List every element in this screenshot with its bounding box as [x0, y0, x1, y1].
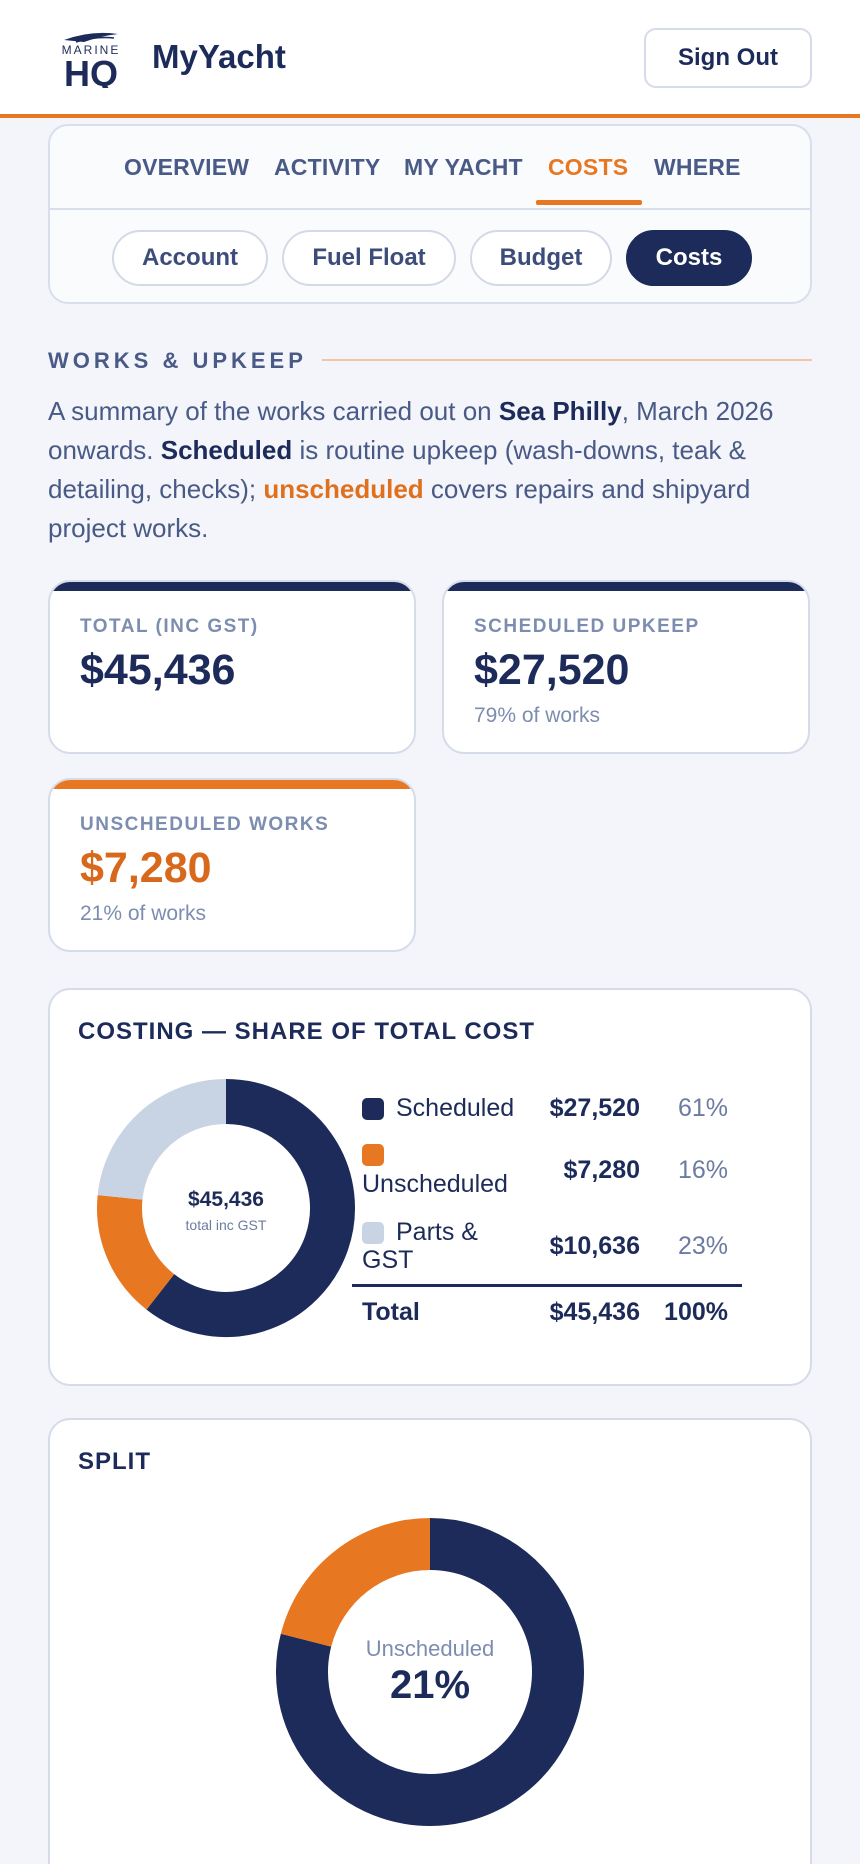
total-label: Total: [362, 1298, 420, 1326]
split-center-label: Unscheduled: [366, 1636, 494, 1661]
app-header: MARINE HQ MyYacht Sign Out: [0, 0, 860, 118]
intro-text: , March 2026 onwards.: [48, 396, 774, 465]
legend-percent: 16%: [677, 1156, 728, 1184]
total-amount: $45,436: [549, 1298, 640, 1326]
tab-activity[interactable]: ACTIVITY: [274, 154, 381, 180]
active-tab-indicator: [536, 200, 642, 205]
legend-row-total: Total $45,436 100%: [362, 1298, 738, 1332]
split-title: SPLIT: [78, 1448, 152, 1475]
scheduled-term: Scheduled: [160, 435, 293, 465]
stat-card-unscheduled: UNSCHEDULED WORKS $7,280 21% of works: [48, 778, 416, 952]
stat-subtext: 21% of works: [80, 902, 207, 925]
legend-row-scheduled: Scheduled $27,520 61%: [362, 1094, 738, 1128]
stat-value: $7,280: [80, 844, 212, 892]
stat-card-scheduled: SCHEDULED UPKEEP $27,520 79% of works: [442, 580, 810, 754]
unscheduled-term: unscheduled: [263, 474, 424, 504]
tab-costs[interactable]: COSTS: [548, 154, 629, 180]
stat-label: SCHEDULED UPKEEP: [474, 616, 700, 637]
stat-value: $27,520: [474, 646, 630, 694]
subtab-costs[interactable]: Costs: [626, 230, 752, 286]
swatch-grey: [362, 1222, 384, 1244]
marine-hq-logo: MARINE HQ: [62, 32, 121, 88]
stat-value: $45,436: [80, 646, 236, 694]
tab-overview[interactable]: OVERVIEW: [124, 154, 250, 180]
donut-center-value: $45,436: [188, 1188, 264, 1211]
donut-slice-unscheduled: [280, 1518, 431, 1648]
section-divider: [322, 359, 812, 361]
stat-label: TOTAL (INC GST): [80, 616, 259, 637]
legend-row-parts-gst: Parts & GST $10,636 23%: [362, 1218, 738, 1280]
donut-slice-scheduled: [146, 1079, 355, 1337]
swatch-navy: [362, 1098, 384, 1120]
legend-percent: 61%: [677, 1094, 728, 1122]
intro-paragraph: A summary of the works carried out on Se…: [48, 392, 818, 548]
total-divider: [352, 1284, 742, 1287]
navigation-card: OVERVIEW ACTIVITY MY YACHT COSTS WHERE A…: [48, 124, 812, 304]
legend-label: Parts & GST: [362, 1218, 478, 1274]
intro-text: is routine upkeep (wash-downs, teak & de…: [48, 435, 747, 504]
legend-amount: $7,280: [563, 1156, 640, 1184]
split-center-value: 21%: [390, 1663, 470, 1707]
main-tabs: OVERVIEW ACTIVITY MY YACHT COSTS WHERE: [50, 126, 810, 210]
tab-my-yacht[interactable]: MY YACHT: [404, 154, 523, 180]
card-accent-bar: [50, 780, 414, 789]
sign-out-button[interactable]: Sign Out: [644, 28, 812, 88]
costing-donut-chart: $45,436 total inc GST: [97, 1079, 355, 1337]
donut-slice-scheduled: [276, 1518, 584, 1826]
legend-label: Unscheduled: [362, 1170, 508, 1198]
card-accent-bar: [444, 582, 808, 591]
section-heading: WORKS & UPKEEP: [48, 348, 307, 373]
total-percent: 100%: [664, 1298, 728, 1326]
subtab-account[interactable]: Account: [112, 230, 268, 286]
stat-card-total: TOTAL (INC GST) $45,436: [48, 580, 416, 754]
intro-text: covers repairs and shipyard project work…: [48, 474, 751, 543]
tab-where[interactable]: WHERE: [654, 154, 741, 180]
legend-label: Scheduled: [396, 1094, 515, 1122]
legend-amount: $10,636: [549, 1232, 640, 1260]
legend-row-unscheduled: Unscheduled $7,280 16%: [362, 1142, 738, 1206]
app-title: MyYacht: [152, 38, 286, 75]
yacht-name: Sea Philly: [498, 396, 622, 426]
intro-text: A summary of the works carried out on: [48, 396, 499, 426]
donut-slice-unscheduled: [97, 1195, 175, 1310]
split-donut-chart: Unscheduled 21%: [276, 1518, 584, 1826]
logo-text-main: HQ: [64, 53, 118, 88]
subtab-fuel-float[interactable]: Fuel Float: [282, 230, 456, 286]
swatch-orange: [362, 1144, 384, 1166]
legend-percent: 23%: [677, 1232, 728, 1260]
donut-slice-parts-gst: [97, 1079, 227, 1201]
legend-amount: $27,520: [549, 1094, 640, 1122]
costing-title: COSTING — SHARE OF TOTAL COST: [78, 1018, 536, 1045]
stat-label: UNSCHEDULED WORKS: [80, 814, 330, 835]
logo-text-top: MARINE: [62, 43, 121, 57]
stat-subtext: 79% of works: [474, 704, 601, 727]
subtab-budget[interactable]: Budget: [470, 230, 612, 286]
donut-center-label: total inc GST: [186, 1217, 267, 1233]
card-accent-bar: [50, 582, 414, 591]
